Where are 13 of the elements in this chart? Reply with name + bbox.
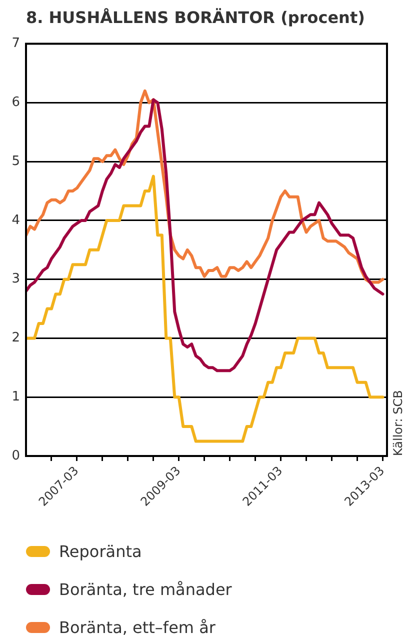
y-tick-label: 5 — [12, 154, 20, 169]
y-tick-label: 0 — [12, 448, 20, 464]
y-tick-label: 2 — [12, 330, 20, 346]
y-tick-label: 7 — [12, 36, 20, 52]
text: Källor: SCB — [391, 389, 405, 456]
legend-label: Boränta, ett–fem år — [59, 618, 216, 635]
y-tick-label: 4 — [12, 212, 20, 228]
y-tick-label: 3 — [12, 272, 20, 287]
legend-label: Boränta, tre månader — [59, 580, 232, 598]
y-tick-label: 6 — [12, 95, 20, 110]
legend-label: Reporänta — [59, 542, 142, 560]
chart-title: 8. HUSHÅLLENS BORÄNTOR (procent) — [26, 8, 365, 27]
y-tick-label: 1 — [12, 389, 20, 404]
